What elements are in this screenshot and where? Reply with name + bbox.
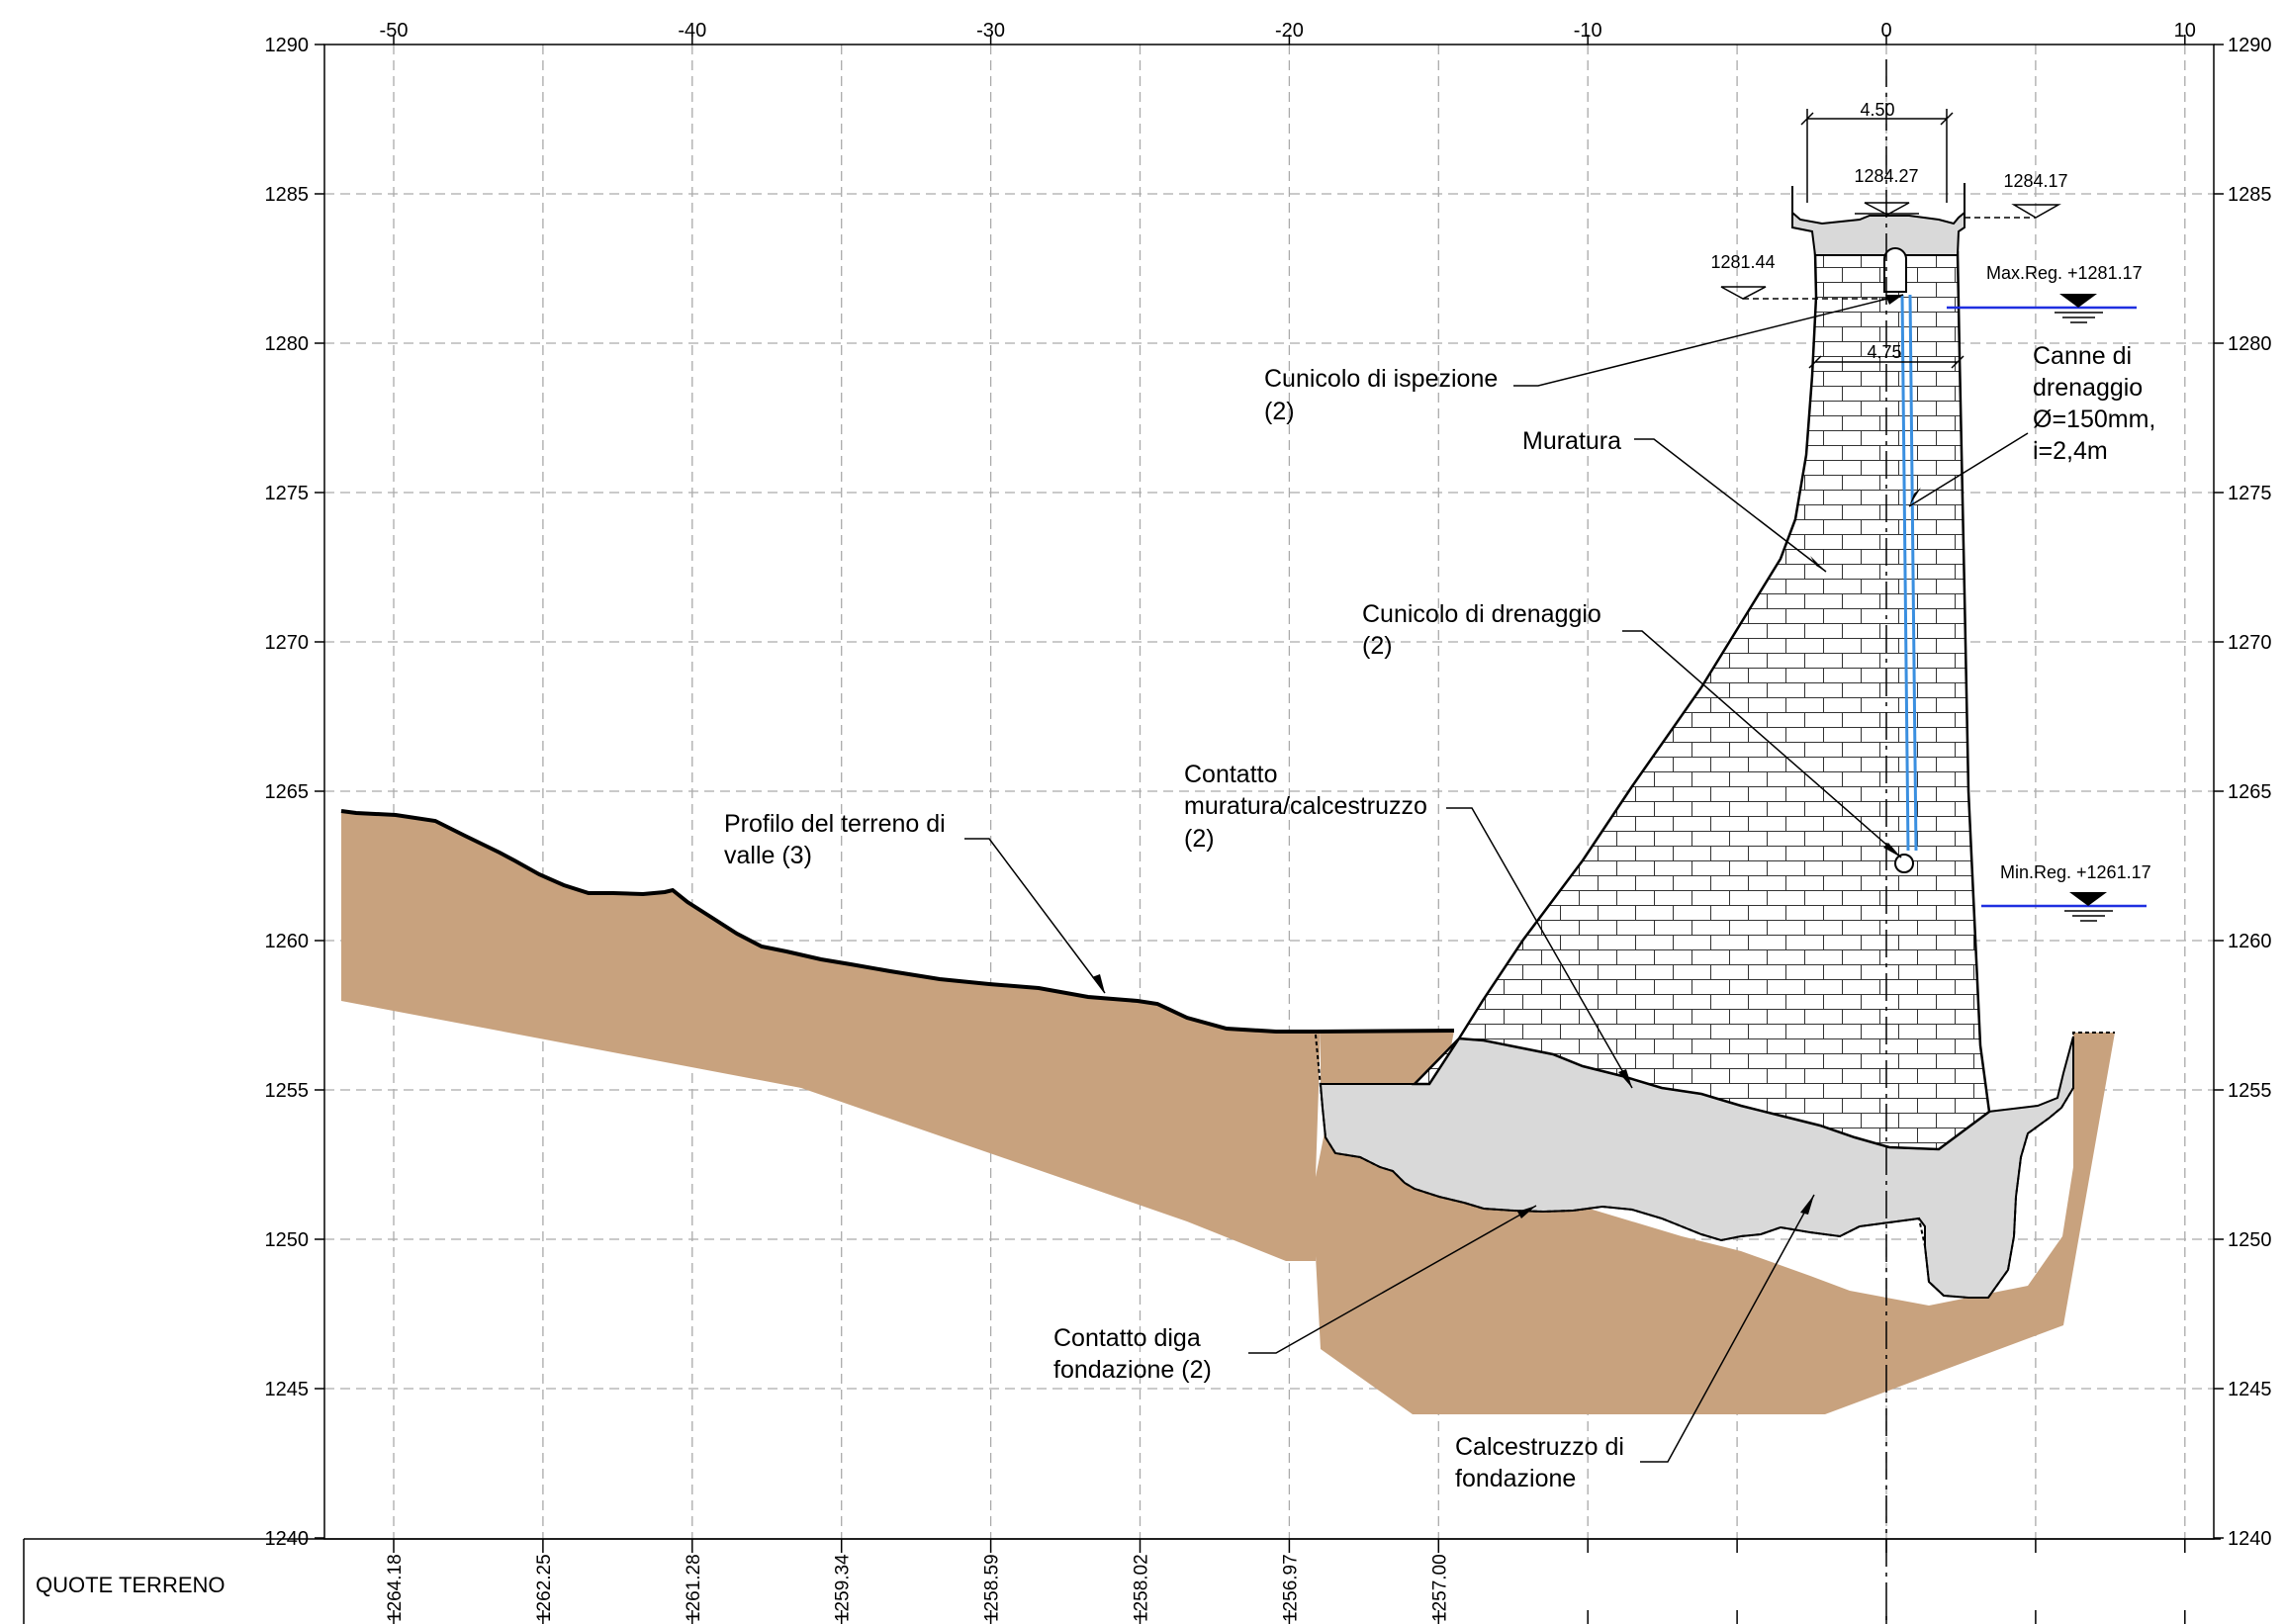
upstream-soil — [1316, 1033, 2115, 1414]
terrain-value: 1264.18 — [385, 1554, 406, 1622]
terrain-value: 1262.25 — [534, 1554, 555, 1622]
x-tick-label: -10 — [1574, 20, 1602, 42]
y-tick-label: 1270 — [2228, 632, 2272, 654]
x-tick-label: 10 — [2174, 20, 2196, 42]
min-reg-label: Min.Reg. +1261.17 — [2000, 862, 2151, 882]
terrain-value: 1257.00 — [1429, 1554, 1450, 1622]
terrain-elevation-table: QUOTE TERRENO — [23, 1538, 2221, 1624]
muratura-label: Muratura — [1522, 427, 1621, 455]
y-tick-label: 1255 — [2228, 1080, 2272, 1102]
y-axis-labels-right: 1290 1285 1280 1275 1270 1265 1260 1255 1250 1245… — [2228, 35, 2272, 1550]
x-tick-label: 0 — [1880, 20, 1891, 42]
inspection-elevation-symbol — [1720, 286, 1767, 300]
terrain-value: 1258.02 — [1132, 1554, 1152, 1622]
terrain-value: 1259.34 — [833, 1554, 854, 1622]
x-axis-labels: -50 -40 -30 -20 -10 0 10 — [380, 20, 2196, 42]
drainage-gallery — [1894, 854, 1914, 873]
y-tick-label: 1280 — [265, 333, 310, 355]
y-tick-label: 1240 — [2228, 1528, 2272, 1550]
cunicolo-drenaggio-label: Cunicolo di drenaggio (2) — [1362, 600, 1608, 660]
max-water-level-symbol-lines — [2055, 312, 2103, 323]
crest-elevation-label: 1284.27 — [1854, 166, 1918, 186]
crest-width-label: 4.50 — [1860, 100, 1894, 120]
masonry-dam-body — [1412, 250, 1991, 1151]
y-tick-label: 1265 — [2228, 781, 2272, 803]
y-tick-label: 1280 — [2228, 333, 2272, 355]
x-tick-label: -50 — [380, 20, 409, 42]
contatto-muratura-label: Contatto muratura/calcestruzzo (2) — [1184, 761, 1434, 853]
min-water-level-symbol — [2069, 892, 2107, 906]
rock-contact-line — [1315, 1032, 2115, 1299]
annotation-leaders — [964, 294, 2029, 1463]
y-tick-label: 1260 — [2228, 931, 2272, 952]
crest-posts — [1791, 183, 1965, 227]
calcestruzzo-label: Calcestruzzo di fondazione — [1455, 1433, 1631, 1492]
inspection-width-label: 4.75 — [1867, 342, 1901, 362]
terrain-value: 1258.59 — [982, 1554, 1003, 1622]
y-tick-label: 1290 — [2228, 35, 2272, 56]
y-tick-label: 1290 — [265, 35, 310, 56]
inspection-width-dimension — [1808, 355, 1965, 369]
cunicolo-ispezione-label: Cunicolo di ispezione (2) — [1264, 365, 1505, 425]
profilo-terreno-label: Profilo del terreno di valle (3) — [724, 810, 953, 869]
y-tick-label: 1250 — [265, 1229, 310, 1251]
y-tick-label: 1245 — [2228, 1379, 2272, 1400]
x-tick-label: -40 — [678, 20, 706, 42]
x-tick-label: -30 — [976, 20, 1005, 42]
downstream-soil — [341, 811, 1454, 1261]
y-tick-label: 1260 — [265, 931, 310, 952]
annotation-arrowheads — [1092, 295, 1921, 1218]
drain-pipe — [1900, 294, 1918, 852]
contatto-diga-label: Contatto diga fondazione (2) — [1053, 1324, 1212, 1384]
y-tick-label: 1245 — [265, 1379, 310, 1400]
max-reg-label: Max.Reg. +1281.17 — [1986, 263, 2143, 283]
inspection-elevation-label: 1281.44 — [1710, 252, 1775, 272]
table-row-title: QUOTE TERRENO — [36, 1573, 226, 1597]
max-water-level-symbol — [2059, 294, 2097, 308]
y-tick-label: 1255 — [265, 1080, 310, 1102]
y-tick-label: 1285 — [265, 184, 310, 206]
terrain-value: 1256.97 — [1280, 1554, 1301, 1622]
y-tick-label: 1270 — [265, 632, 310, 654]
crest-width-dimension — [1800, 109, 1954, 203]
y-tick-label: 1285 — [2228, 184, 2272, 206]
parapet-elevation-label: 1284.17 — [2003, 171, 2067, 191]
parapet-elevation-symbol — [2011, 204, 2061, 219]
y-tick-label: 1275 — [265, 483, 310, 504]
dam-crest-cap — [1791, 210, 1965, 256]
inspection-gallery — [1883, 247, 1907, 293]
terrain-values: 1264.18 1262.25 1261.28 1259.34 1258.59 1258.… — [385, 1554, 1450, 1622]
canne-drenaggio-label: Canne di drenaggio Ø=150mm, i=2,4m — [2033, 342, 2162, 465]
terrain-value: 1261.28 — [684, 1554, 704, 1622]
y-tick-label: 1265 — [265, 781, 310, 803]
y-tick-label: 1250 — [2228, 1229, 2272, 1251]
min-water-level-symbol-lines — [2064, 910, 2113, 922]
x-tick-label: -20 — [1275, 20, 1304, 42]
y-axis-labels-left: 1290 1285 1280 1275 1270 1265 1260 1255 1250 1245… — [265, 35, 310, 1550]
downstream-ground-profile — [340, 809, 1455, 1034]
y-tick-label: 1275 — [2228, 483, 2272, 504]
